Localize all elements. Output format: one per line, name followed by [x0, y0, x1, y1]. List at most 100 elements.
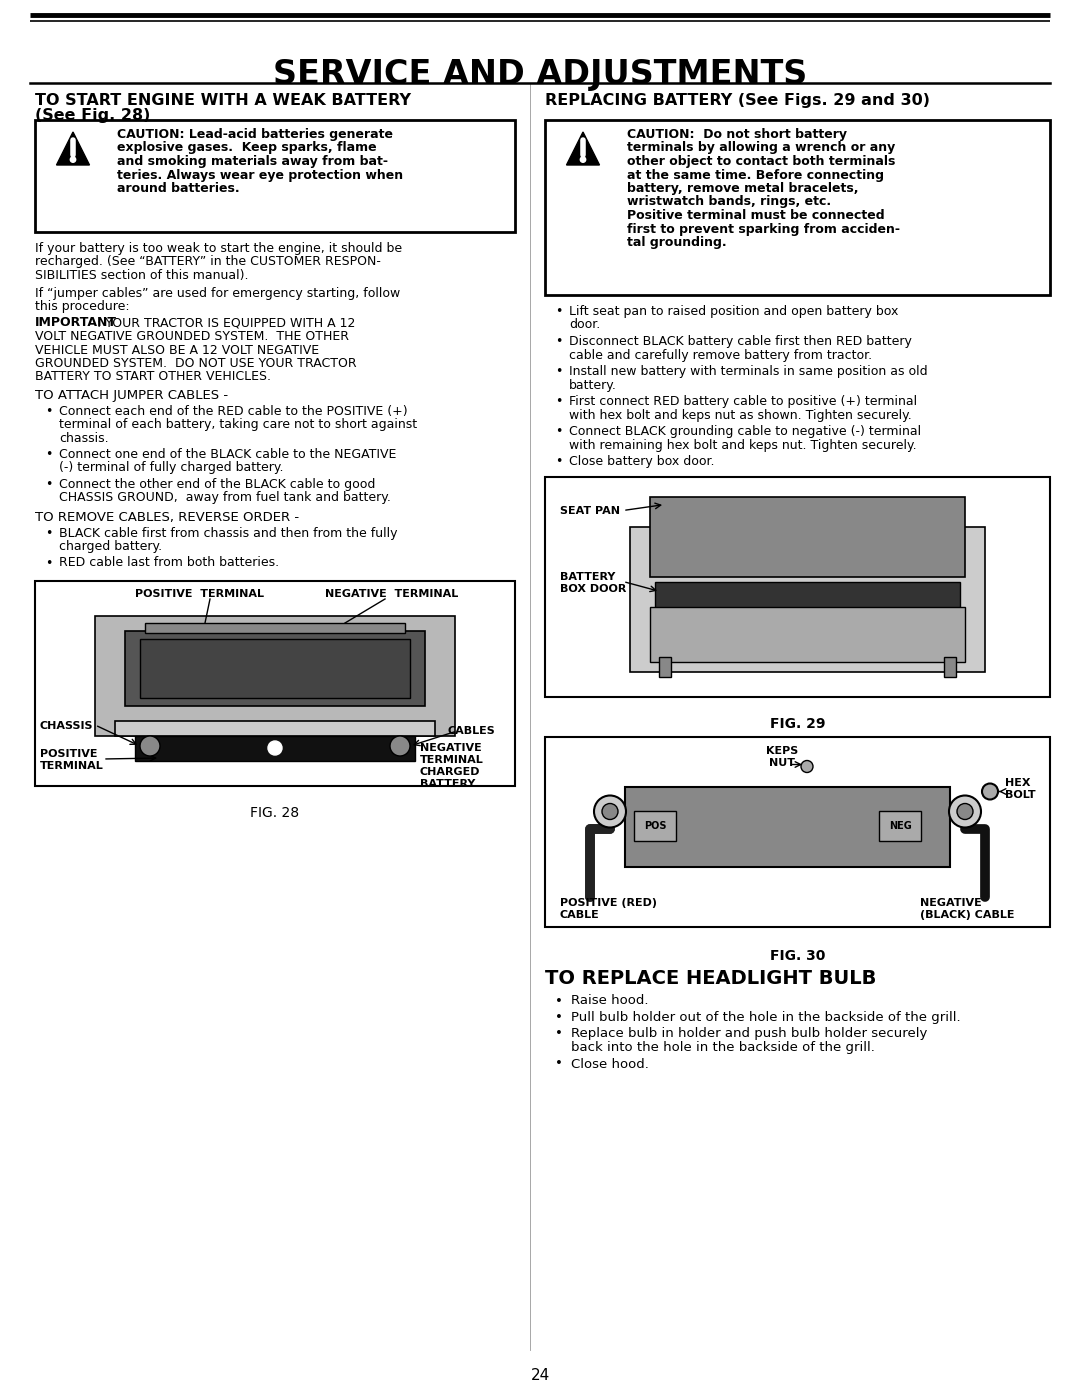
Text: POSITIVE (RED): POSITIVE (RED) — [561, 898, 657, 908]
Text: CAUTION: Lead-acid batteries generate: CAUTION: Lead-acid batteries generate — [117, 129, 393, 141]
Text: •: • — [555, 425, 563, 439]
Text: and smoking materials away from bat-: and smoking materials away from bat- — [117, 155, 388, 168]
Text: TO REMOVE CABLES, REVERSE ORDER -: TO REMOVE CABLES, REVERSE ORDER - — [35, 511, 299, 524]
Text: CHARGED: CHARGED — [420, 767, 481, 777]
Circle shape — [801, 760, 813, 773]
Text: : YOUR TRACTOR IS EQUIPPED WITH A 12: : YOUR TRACTOR IS EQUIPPED WITH A 12 — [97, 317, 355, 330]
Text: •: • — [555, 995, 563, 1007]
Circle shape — [390, 736, 410, 756]
Text: Lift seat pan to raised position and open battery box: Lift seat pan to raised position and ope… — [569, 305, 899, 319]
Text: door.: door. — [569, 319, 600, 331]
Text: TO REPLACE HEADLIGHT BULB: TO REPLACE HEADLIGHT BULB — [545, 968, 876, 988]
FancyBboxPatch shape — [625, 787, 950, 866]
Text: BLACK cable first from chassis and then from the fully: BLACK cable first from chassis and then … — [59, 527, 397, 539]
Text: GROUNDED SYSTEM.  DO NOT USE YOUR TRACTOR: GROUNDED SYSTEM. DO NOT USE YOUR TRACTOR — [35, 358, 356, 370]
Text: POSITIVE: POSITIVE — [40, 749, 97, 759]
Text: with remaining hex bolt and keps nut. Tighten securely.: with remaining hex bolt and keps nut. Ti… — [569, 439, 917, 451]
FancyBboxPatch shape — [654, 581, 960, 622]
Text: •: • — [555, 1028, 563, 1041]
Text: (See Fig. 28): (See Fig. 28) — [35, 108, 150, 123]
Text: this procedure:: this procedure: — [35, 300, 130, 313]
Text: BOX DOOR: BOX DOOR — [561, 584, 626, 594]
FancyBboxPatch shape — [545, 476, 1050, 697]
Circle shape — [268, 740, 282, 754]
Circle shape — [602, 803, 618, 820]
Text: Raise hood.: Raise hood. — [571, 995, 648, 1007]
FancyBboxPatch shape — [140, 638, 410, 698]
Text: VEHICLE MUST ALSO BE A 12 VOLT NEGATIVE: VEHICLE MUST ALSO BE A 12 VOLT NEGATIVE — [35, 344, 319, 356]
Text: FIG. 28: FIG. 28 — [251, 806, 299, 820]
Text: around batteries.: around batteries. — [117, 182, 240, 196]
Text: BATTERY: BATTERY — [420, 780, 475, 789]
Text: BATTERY: BATTERY — [561, 571, 616, 581]
Text: Connect the other end of the BLACK cable to good: Connect the other end of the BLACK cable… — [59, 478, 376, 490]
Text: POSITIVE  TERMINAL: POSITIVE TERMINAL — [135, 590, 264, 599]
Text: TERMINAL: TERMINAL — [420, 754, 484, 766]
Text: explosive gases.  Keep sparks, flame: explosive gases. Keep sparks, flame — [117, 141, 377, 155]
FancyBboxPatch shape — [650, 496, 966, 577]
Text: POS: POS — [644, 821, 666, 831]
Text: Disconnect BLACK battery cable first then RED battery: Disconnect BLACK battery cable first the… — [569, 335, 912, 348]
FancyBboxPatch shape — [95, 616, 455, 736]
Text: CHASSIS: CHASSIS — [40, 721, 94, 731]
Circle shape — [957, 803, 973, 820]
Text: •: • — [555, 395, 563, 408]
Text: cable and carefully remove battery from tractor.: cable and carefully remove battery from … — [569, 348, 873, 362]
Polygon shape — [567, 131, 599, 165]
FancyBboxPatch shape — [630, 527, 985, 672]
Text: 24: 24 — [530, 1368, 550, 1383]
Text: first to prevent sparking from acciden-: first to prevent sparking from acciden- — [627, 222, 900, 236]
Text: CHASSIS GROUND,  away from fuel tank and battery.: CHASSIS GROUND, away from fuel tank and … — [59, 492, 391, 504]
Text: VOLT NEGATIVE GROUNDED SYSTEM.  THE OTHER: VOLT NEGATIVE GROUNDED SYSTEM. THE OTHER — [35, 330, 349, 344]
FancyBboxPatch shape — [650, 606, 966, 662]
Text: NEGATIVE: NEGATIVE — [420, 743, 482, 753]
Text: with hex bolt and keps nut as shown. Tighten securely.: with hex bolt and keps nut as shown. Tig… — [569, 408, 912, 422]
Circle shape — [949, 795, 981, 827]
Text: NUT: NUT — [769, 759, 795, 768]
Text: First connect RED battery cable to positive (+) terminal: First connect RED battery cable to posit… — [569, 395, 917, 408]
FancyBboxPatch shape — [125, 631, 426, 705]
Text: battery, remove metal bracelets,: battery, remove metal bracelets, — [627, 182, 859, 196]
Text: •: • — [45, 405, 52, 418]
Text: Connect each end of the RED cable to the POSITIVE (+): Connect each end of the RED cable to the… — [59, 405, 407, 418]
Text: •: • — [555, 455, 563, 468]
FancyBboxPatch shape — [114, 721, 435, 736]
Text: terminals by allowing a wrench or any: terminals by allowing a wrench or any — [627, 141, 895, 155]
Text: HEX: HEX — [1005, 778, 1030, 788]
Circle shape — [982, 784, 998, 799]
Text: •: • — [555, 1058, 563, 1070]
Text: tal grounding.: tal grounding. — [627, 236, 727, 249]
Text: back into the hole in the backside of the grill.: back into the hole in the backside of th… — [571, 1041, 875, 1053]
Text: TO START ENGINE WITH A WEAK BATTERY: TO START ENGINE WITH A WEAK BATTERY — [35, 94, 411, 108]
FancyBboxPatch shape — [659, 657, 671, 676]
Text: chassis.: chassis. — [59, 432, 109, 444]
Text: NEGATIVE  TERMINAL: NEGATIVE TERMINAL — [325, 590, 458, 599]
Text: Connect one end of the BLACK cable to the NEGATIVE: Connect one end of the BLACK cable to th… — [59, 448, 396, 461]
Text: CABLE: CABLE — [561, 911, 599, 921]
Text: Install new battery with terminals in same position as old: Install new battery with terminals in sa… — [569, 365, 928, 379]
FancyBboxPatch shape — [135, 736, 415, 761]
Text: •: • — [555, 305, 563, 319]
Text: battery.: battery. — [569, 379, 617, 391]
Circle shape — [140, 736, 160, 756]
Text: recharged. (See “BATTERY” in the CUSTOMER RESPON-: recharged. (See “BATTERY” in the CUSTOME… — [35, 256, 381, 268]
Polygon shape — [56, 131, 90, 165]
Text: CABLES: CABLES — [447, 726, 495, 736]
Text: (BLACK) CABLE: (BLACK) CABLE — [920, 911, 1014, 921]
Text: TO ATTACH JUMPER CABLES -: TO ATTACH JUMPER CABLES - — [35, 388, 228, 402]
FancyBboxPatch shape — [35, 120, 515, 232]
Text: Replace bulb in holder and push bulb holder securely: Replace bulb in holder and push bulb hol… — [571, 1028, 928, 1041]
Text: (-) terminal of fully charged battery.: (-) terminal of fully charged battery. — [59, 461, 283, 475]
Text: RED cable last from both batteries.: RED cable last from both batteries. — [59, 556, 279, 570]
Text: BOLT: BOLT — [1005, 791, 1036, 800]
Text: SIBILITIES section of this manual).: SIBILITIES section of this manual). — [35, 270, 248, 282]
Text: Pull bulb holder out of the hole in the backside of the grill.: Pull bulb holder out of the hole in the … — [571, 1011, 960, 1024]
Text: •: • — [45, 527, 52, 539]
Text: •: • — [45, 478, 52, 490]
Text: Positive terminal must be connected: Positive terminal must be connected — [627, 210, 885, 222]
Text: terminal of each battery, taking care not to short against: terminal of each battery, taking care no… — [59, 418, 417, 432]
Text: FIG. 30: FIG. 30 — [770, 949, 825, 963]
Text: CAUTION:  Do not short battery: CAUTION: Do not short battery — [627, 129, 847, 141]
Circle shape — [594, 795, 626, 827]
Text: •: • — [555, 335, 563, 348]
